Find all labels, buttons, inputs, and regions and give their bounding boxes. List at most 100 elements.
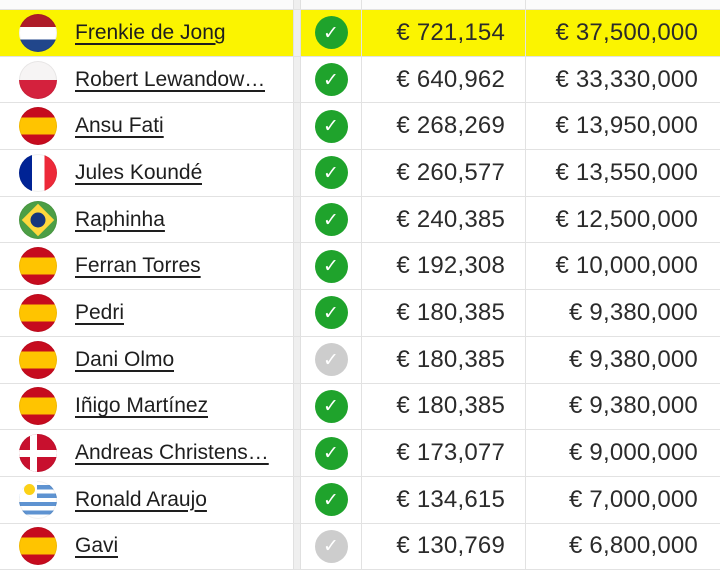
flag-icon bbox=[19, 247, 57, 286]
yearly-wage: € 10,000,000 bbox=[555, 252, 698, 280]
table-row: Ferran Torres ✓ € 192,308 € 10,000,000 bbox=[0, 243, 720, 291]
weekly-wage: € 130,769 bbox=[396, 532, 505, 560]
yearly-wage: € 37,500,000 bbox=[555, 18, 698, 46]
player-cell: Ansu Fati bbox=[0, 103, 293, 150]
player-cell: Frenkie de Jong bbox=[0, 10, 293, 56]
flag-icon bbox=[19, 293, 57, 332]
player-name-link[interactable]: Raphinha bbox=[75, 207, 165, 231]
yearly-wage-cell: € 33,330,000 bbox=[525, 56, 720, 103]
yearly-wage: € 9,380,000 bbox=[569, 345, 698, 373]
player-name-link[interactable]: Jules Koundé bbox=[75, 160, 203, 184]
partial-yearly-cell bbox=[525, 0, 720, 9]
flag-icon bbox=[19, 153, 57, 192]
verified-cell: ✓ bbox=[301, 150, 361, 196]
check-icon: ✓ bbox=[314, 389, 348, 423]
partial-row-top bbox=[0, 0, 720, 10]
column-gap-divider bbox=[293, 243, 301, 290]
player-cell: Dani Olmo bbox=[0, 336, 293, 383]
flag-icon bbox=[19, 60, 57, 99]
weekly-wage: € 640,962 bbox=[396, 65, 505, 93]
check-icon: ✓ bbox=[314, 203, 348, 237]
weekly-wage-cell: € 180,385 bbox=[361, 383, 525, 430]
column-gap-divider bbox=[293, 476, 301, 523]
column-gap-divider bbox=[293, 430, 301, 476]
yearly-wage: € 13,950,000 bbox=[555, 112, 698, 140]
flag-icon bbox=[19, 387, 57, 426]
verified-cell: ✓ bbox=[301, 243, 361, 290]
column-gap-divider bbox=[293, 0, 301, 9]
yearly-wage-cell: € 13,550,000 bbox=[525, 150, 720, 196]
player-cell: Robert Lewandow… bbox=[0, 56, 293, 103]
player-cell: Gavi bbox=[0, 523, 293, 570]
yearly-wage: € 9,380,000 bbox=[569, 298, 698, 326]
yearly-wage: € 9,380,000 bbox=[569, 392, 698, 420]
yearly-wage-cell: € 37,500,000 bbox=[525, 10, 720, 56]
weekly-wage: € 173,077 bbox=[396, 439, 505, 467]
weekly-wage: € 134,615 bbox=[396, 485, 505, 513]
player-cell: Jules Koundé bbox=[0, 150, 293, 196]
yearly-wage: € 7,000,000 bbox=[569, 485, 698, 513]
partial-check-cell bbox=[301, 0, 361, 9]
yearly-wage-cell: € 6,800,000 bbox=[525, 523, 720, 570]
player-cell: Ferran Torres bbox=[0, 243, 293, 290]
weekly-wage-cell: € 268,269 bbox=[361, 103, 525, 150]
player-name-link[interactable]: Iñigo Martínez bbox=[75, 394, 209, 418]
weekly-wage: € 260,577 bbox=[396, 158, 505, 186]
column-gap-divider bbox=[293, 290, 301, 336]
check-icon: ✓ bbox=[314, 63, 348, 97]
player-name-link[interactable]: Ferran Torres bbox=[75, 254, 201, 278]
player-name-link[interactable]: Andreas Christens… bbox=[75, 441, 269, 465]
table-row: Andreas Christens… ✓ € 173,077 € 9,000,0… bbox=[0, 430, 720, 477]
table-row: Pedri ✓ € 180,385 € 9,380,000 bbox=[0, 290, 720, 337]
table-row: Jules Koundé ✓ € 260,577 € 13,550,000 bbox=[0, 150, 720, 197]
weekly-wage-cell: € 240,385 bbox=[361, 196, 525, 243]
weekly-wage-cell: € 180,385 bbox=[361, 290, 525, 336]
weekly-wage: € 268,269 bbox=[396, 112, 505, 140]
verified-cell: ✓ bbox=[301, 336, 361, 383]
check-icon: ✓ bbox=[314, 109, 348, 143]
column-gap-divider bbox=[293, 10, 301, 56]
player-name-link[interactable]: Gavi bbox=[75, 534, 119, 558]
flag-icon bbox=[19, 480, 57, 519]
player-name-link[interactable]: Ansu Fati bbox=[75, 114, 164, 138]
verified-cell: ✓ bbox=[301, 523, 361, 570]
verified-cell: ✓ bbox=[301, 383, 361, 430]
player-name-link[interactable]: Frenkie de Jong bbox=[75, 20, 226, 44]
player-name-link[interactable]: Pedri bbox=[75, 300, 125, 324]
flag-icon bbox=[19, 13, 57, 52]
check-icon: ✓ bbox=[314, 483, 348, 517]
partial-name-cell bbox=[0, 0, 293, 9]
column-gap-divider bbox=[293, 103, 301, 150]
weekly-wage-cell: € 260,577 bbox=[361, 150, 525, 196]
yearly-wage-cell: € 7,000,000 bbox=[525, 476, 720, 523]
player-name-link[interactable]: Robert Lewandow… bbox=[75, 67, 266, 91]
weekly-wage-cell: € 130,769 bbox=[361, 523, 525, 570]
verified-cell: ✓ bbox=[301, 10, 361, 56]
yearly-wage: € 6,800,000 bbox=[569, 532, 698, 560]
column-gap-divider bbox=[293, 56, 301, 103]
yearly-wage-cell: € 9,000,000 bbox=[525, 430, 720, 476]
flag-icon bbox=[19, 527, 57, 566]
check-icon: ✓ bbox=[314, 156, 348, 190]
flag-icon bbox=[19, 434, 57, 473]
weekly-wage-cell: € 192,308 bbox=[361, 243, 525, 290]
weekly-wage: € 180,385 bbox=[396, 298, 505, 326]
flag-icon bbox=[19, 107, 57, 146]
column-gap-divider bbox=[293, 523, 301, 570]
check-icon: ✓ bbox=[314, 296, 348, 330]
table-row: Ansu Fati ✓ € 268,269 € 13,950,000 bbox=[0, 103, 720, 151]
verified-cell: ✓ bbox=[301, 103, 361, 150]
player-name-link[interactable]: Dani Olmo bbox=[75, 347, 175, 371]
flag-icon bbox=[19, 340, 57, 379]
player-cell: Pedri bbox=[0, 290, 293, 336]
table-row: Raphinha ✓ € 240,385 € 12,500,000 bbox=[0, 196, 720, 244]
column-gap-divider bbox=[293, 383, 301, 430]
table-row: Frenkie de Jong ✓ € 721,154 € 37,500,000 bbox=[0, 10, 720, 57]
player-name-link[interactable]: Ronald Araujo bbox=[75, 487, 207, 511]
yearly-wage: € 9,000,000 bbox=[569, 439, 698, 467]
player-cell: Andreas Christens… bbox=[0, 430, 293, 476]
weekly-wage-cell: € 180,385 bbox=[361, 336, 525, 383]
check-icon: ✓ bbox=[314, 436, 348, 470]
yearly-wage-cell: € 9,380,000 bbox=[525, 290, 720, 336]
weekly-wage-cell: € 640,962 bbox=[361, 56, 525, 103]
